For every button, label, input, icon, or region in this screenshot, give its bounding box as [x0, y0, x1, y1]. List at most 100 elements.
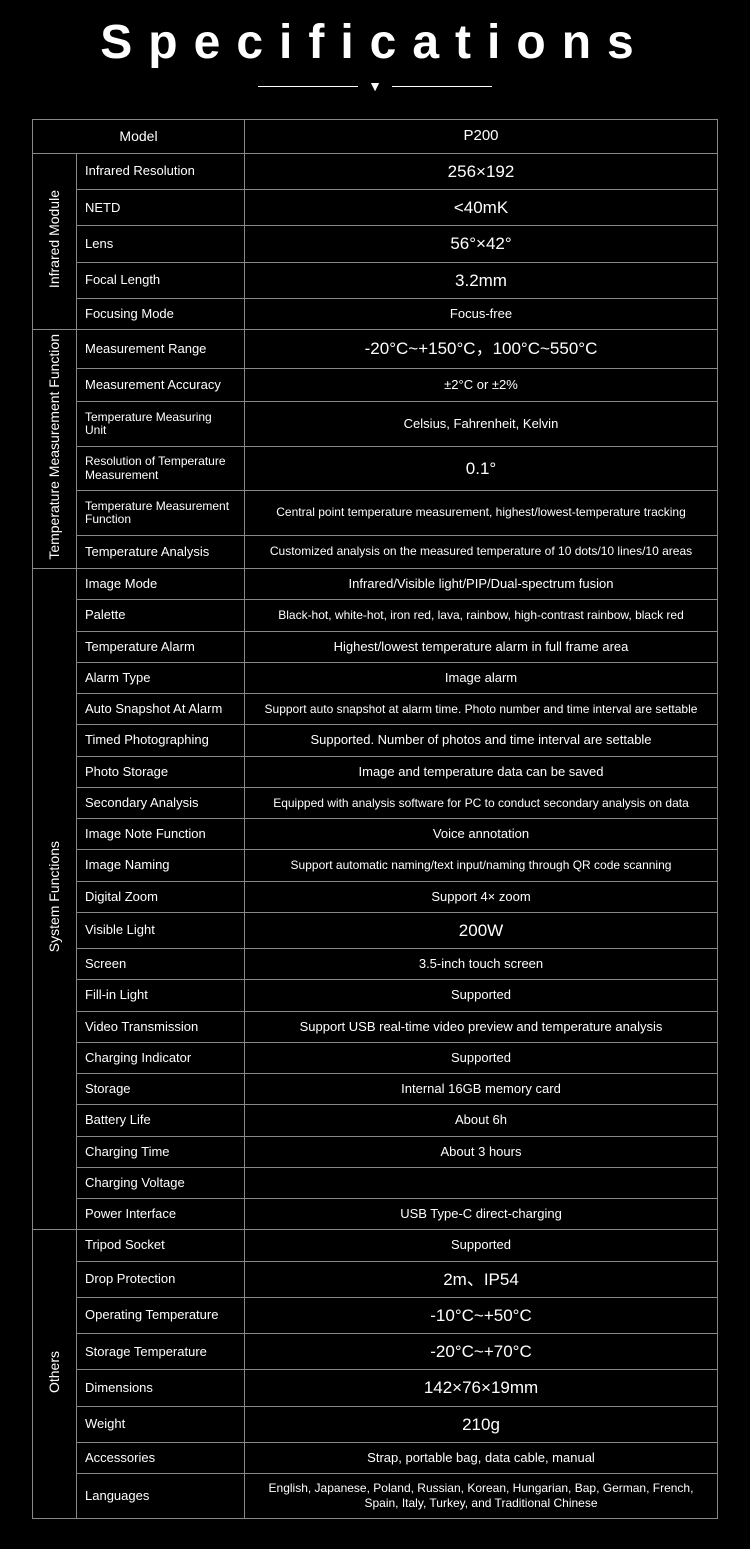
spec-label: Fill-in Light: [77, 980, 245, 1011]
table-row: LanguagesEnglish, Japanese, Poland, Russ…: [33, 1474, 718, 1519]
table-row: Image NamingSupport automatic naming/tex…: [33, 850, 718, 881]
spec-value: Support USB real-time video preview and …: [245, 1011, 718, 1042]
table-row: PaletteBlack-hot, white-hot, iron red, l…: [33, 600, 718, 631]
spec-label: Focusing Mode: [77, 298, 245, 329]
table-row: Temperature AnalysisCustomized analysis …: [33, 535, 718, 569]
spec-value: -20°C~+150°C，100°C~550°C: [245, 330, 718, 369]
spec-label: Resolution of Temperature Measurement: [77, 446, 245, 490]
spec-value: Focus-free: [245, 298, 718, 329]
table-row: Screen3.5-inch touch screen: [33, 949, 718, 980]
spec-label: NETD: [77, 190, 245, 226]
spec-label: Image Note Function: [77, 819, 245, 850]
group-label: System Functions: [33, 569, 77, 1230]
spec-label: Tripod Socket: [77, 1230, 245, 1261]
table-row: Temperature Measurement FunctionMeasurem…: [33, 330, 718, 369]
spec-value: About 3 hours: [245, 1136, 718, 1167]
spec-label: Operating Temperature: [77, 1297, 245, 1333]
spec-label: Temperature Measuring Unit: [77, 402, 245, 446]
spec-value: Internal 16GB memory card: [245, 1074, 718, 1105]
table-row: Power InterfaceUSB Type-C direct-chargin…: [33, 1199, 718, 1230]
spec-label: Photo Storage: [77, 756, 245, 787]
spec-label: Palette: [77, 600, 245, 631]
table-row: OthersTripod SocketSupported: [33, 1230, 718, 1261]
divider-marker-icon: ▼: [368, 78, 382, 94]
spec-value: 3.5-inch touch screen: [245, 949, 718, 980]
table-row: Photo StorageImage and temperature data …: [33, 756, 718, 787]
table-row: Fill-in LightSupported: [33, 980, 718, 1011]
spec-value: Highest/lowest temperature alarm in full…: [245, 631, 718, 662]
spec-value: [245, 1167, 718, 1198]
spec-label: Accessories: [77, 1442, 245, 1473]
table-row: Auto Snapshot At AlarmSupport auto snaps…: [33, 694, 718, 725]
table-row: Temperature AlarmHighest/lowest temperat…: [33, 631, 718, 662]
spec-label: Weight: [77, 1406, 245, 1442]
divider-line-right: [392, 86, 492, 87]
spec-label: Lens: [77, 226, 245, 262]
spec-value: Central point temperature measurement, h…: [245, 491, 718, 535]
table-row: Battery LifeAbout 6h: [33, 1105, 718, 1136]
table-row: Digital ZoomSupport 4× zoom: [33, 881, 718, 912]
divider-line-left: [258, 86, 358, 87]
table-row: Lens56°×42°: [33, 226, 718, 262]
spec-value: Supported: [245, 980, 718, 1011]
spec-value: Strap, portable bag, data cable, manual: [245, 1442, 718, 1473]
spec-value: <40mK: [245, 190, 718, 226]
table-row: Visible Light200W: [33, 912, 718, 948]
spec-label: Infrared Resolution: [77, 153, 245, 189]
spec-value: Support 4× zoom: [245, 881, 718, 912]
spec-label: Video Transmission: [77, 1011, 245, 1042]
spec-label: Temperature Alarm: [77, 631, 245, 662]
spec-label: Storage: [77, 1074, 245, 1105]
spec-label: Image Naming: [77, 850, 245, 881]
spec-value: Supported. Number of photos and time int…: [245, 725, 718, 756]
table-row: Alarm TypeImage alarm: [33, 662, 718, 693]
spec-label: Auto Snapshot At Alarm: [77, 694, 245, 725]
spec-value: -10°C~+50°C: [245, 1297, 718, 1333]
page-title: Specifications: [0, 15, 750, 70]
spec-value: 3.2mm: [245, 262, 718, 298]
table-row: Charging Voltage: [33, 1167, 718, 1198]
spec-value: Supported: [245, 1042, 718, 1073]
group-label: Temperature Measurement Function: [33, 330, 77, 569]
spec-value: Voice annotation: [245, 819, 718, 850]
table-row: Timed PhotographingSupported. Number of …: [33, 725, 718, 756]
spec-value: -20°C~+70°C: [245, 1334, 718, 1370]
group-label: Others: [33, 1230, 77, 1519]
table-row: Secondary AnalysisEquipped with analysis…: [33, 787, 718, 818]
spec-value: 2m、IP54: [245, 1261, 718, 1297]
spec-label: Screen: [77, 949, 245, 980]
header-model-label: Model: [33, 120, 245, 154]
spec-label: Alarm Type: [77, 662, 245, 693]
spec-label: Battery Life: [77, 1105, 245, 1136]
spec-label: Charging Voltage: [77, 1167, 245, 1198]
spec-value: English, Japanese, Poland, Russian, Kore…: [245, 1474, 718, 1519]
table-row: Focal Length3.2mm: [33, 262, 718, 298]
spec-value: Image alarm: [245, 662, 718, 693]
table-row: StorageInternal 16GB memory card: [33, 1074, 718, 1105]
spec-value: Support auto snapshot at alarm time. Pho…: [245, 694, 718, 725]
table-row: Infrared ModuleInfrared Resolution256×19…: [33, 153, 718, 189]
table-row: Dimensions142×76×19mm: [33, 1370, 718, 1406]
table-row: Resolution of Temperature Measurement0.1…: [33, 446, 718, 490]
spec-label: Dimensions: [77, 1370, 245, 1406]
spec-value: 200W: [245, 912, 718, 948]
table-row: Video TransmissionSupport USB real-time …: [33, 1011, 718, 1042]
spec-value: Supported: [245, 1230, 718, 1261]
spec-value: Infrared/Visible light/PIP/Dual-spectrum…: [245, 569, 718, 600]
spec-value: Image and temperature data can be saved: [245, 756, 718, 787]
spec-label: Measurement Range: [77, 330, 245, 369]
spec-value: Equipped with analysis software for PC t…: [245, 787, 718, 818]
spec-value: 256×192: [245, 153, 718, 189]
header-model-value: P200: [245, 120, 718, 154]
spec-label: Languages: [77, 1474, 245, 1519]
table-row: Focusing ModeFocus-free: [33, 298, 718, 329]
spec-label: Digital Zoom: [77, 881, 245, 912]
spec-label: Drop Protection: [77, 1261, 245, 1297]
spec-value: 56°×42°: [245, 226, 718, 262]
spec-label: Temperature Measurement Function: [77, 491, 245, 535]
table-row: Storage Temperature-20°C~+70°C: [33, 1334, 718, 1370]
spec-value: Support automatic naming/text input/nami…: [245, 850, 718, 881]
table-row: Image Note FunctionVoice annotation: [33, 819, 718, 850]
spec-table-wrap: ModelP200Infrared ModuleInfrared Resolut…: [0, 119, 750, 1519]
table-row: NETD<40mK: [33, 190, 718, 226]
